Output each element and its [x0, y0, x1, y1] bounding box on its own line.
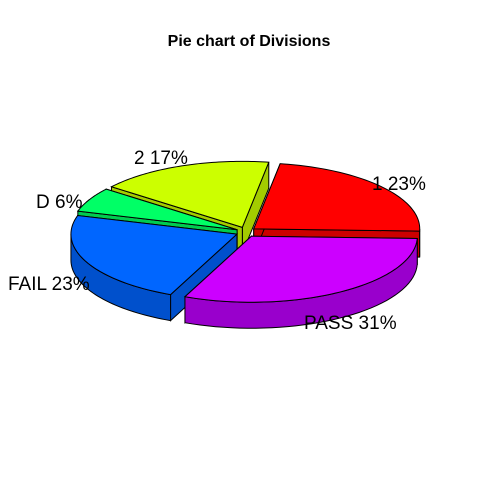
pie-slice-pass [183, 235, 418, 329]
pie-slice-top-fail [70, 214, 239, 296]
pie-label-1: 1 23% [372, 174, 426, 195]
pie-label-2: 2 17% [134, 148, 188, 169]
pie-slice-top-pass [183, 235, 418, 303]
pie-slice-top-d [76, 188, 238, 231]
pie-slice-top-2 [110, 160, 270, 228]
pie-label-d: D 6% [36, 192, 83, 213]
pie-label-fail: FAIL 23% [8, 274, 90, 295]
pie-label-pass: PASS 31% [304, 313, 397, 334]
pie-labels: 1 23% PASS 31% FAIL 23% D 6% 2 17% [8, 148, 426, 334]
pie-slice-top-1 [252, 163, 421, 232]
pie-slices [70, 160, 421, 329]
chart-title: Pie chart of Divisions [168, 33, 331, 50]
